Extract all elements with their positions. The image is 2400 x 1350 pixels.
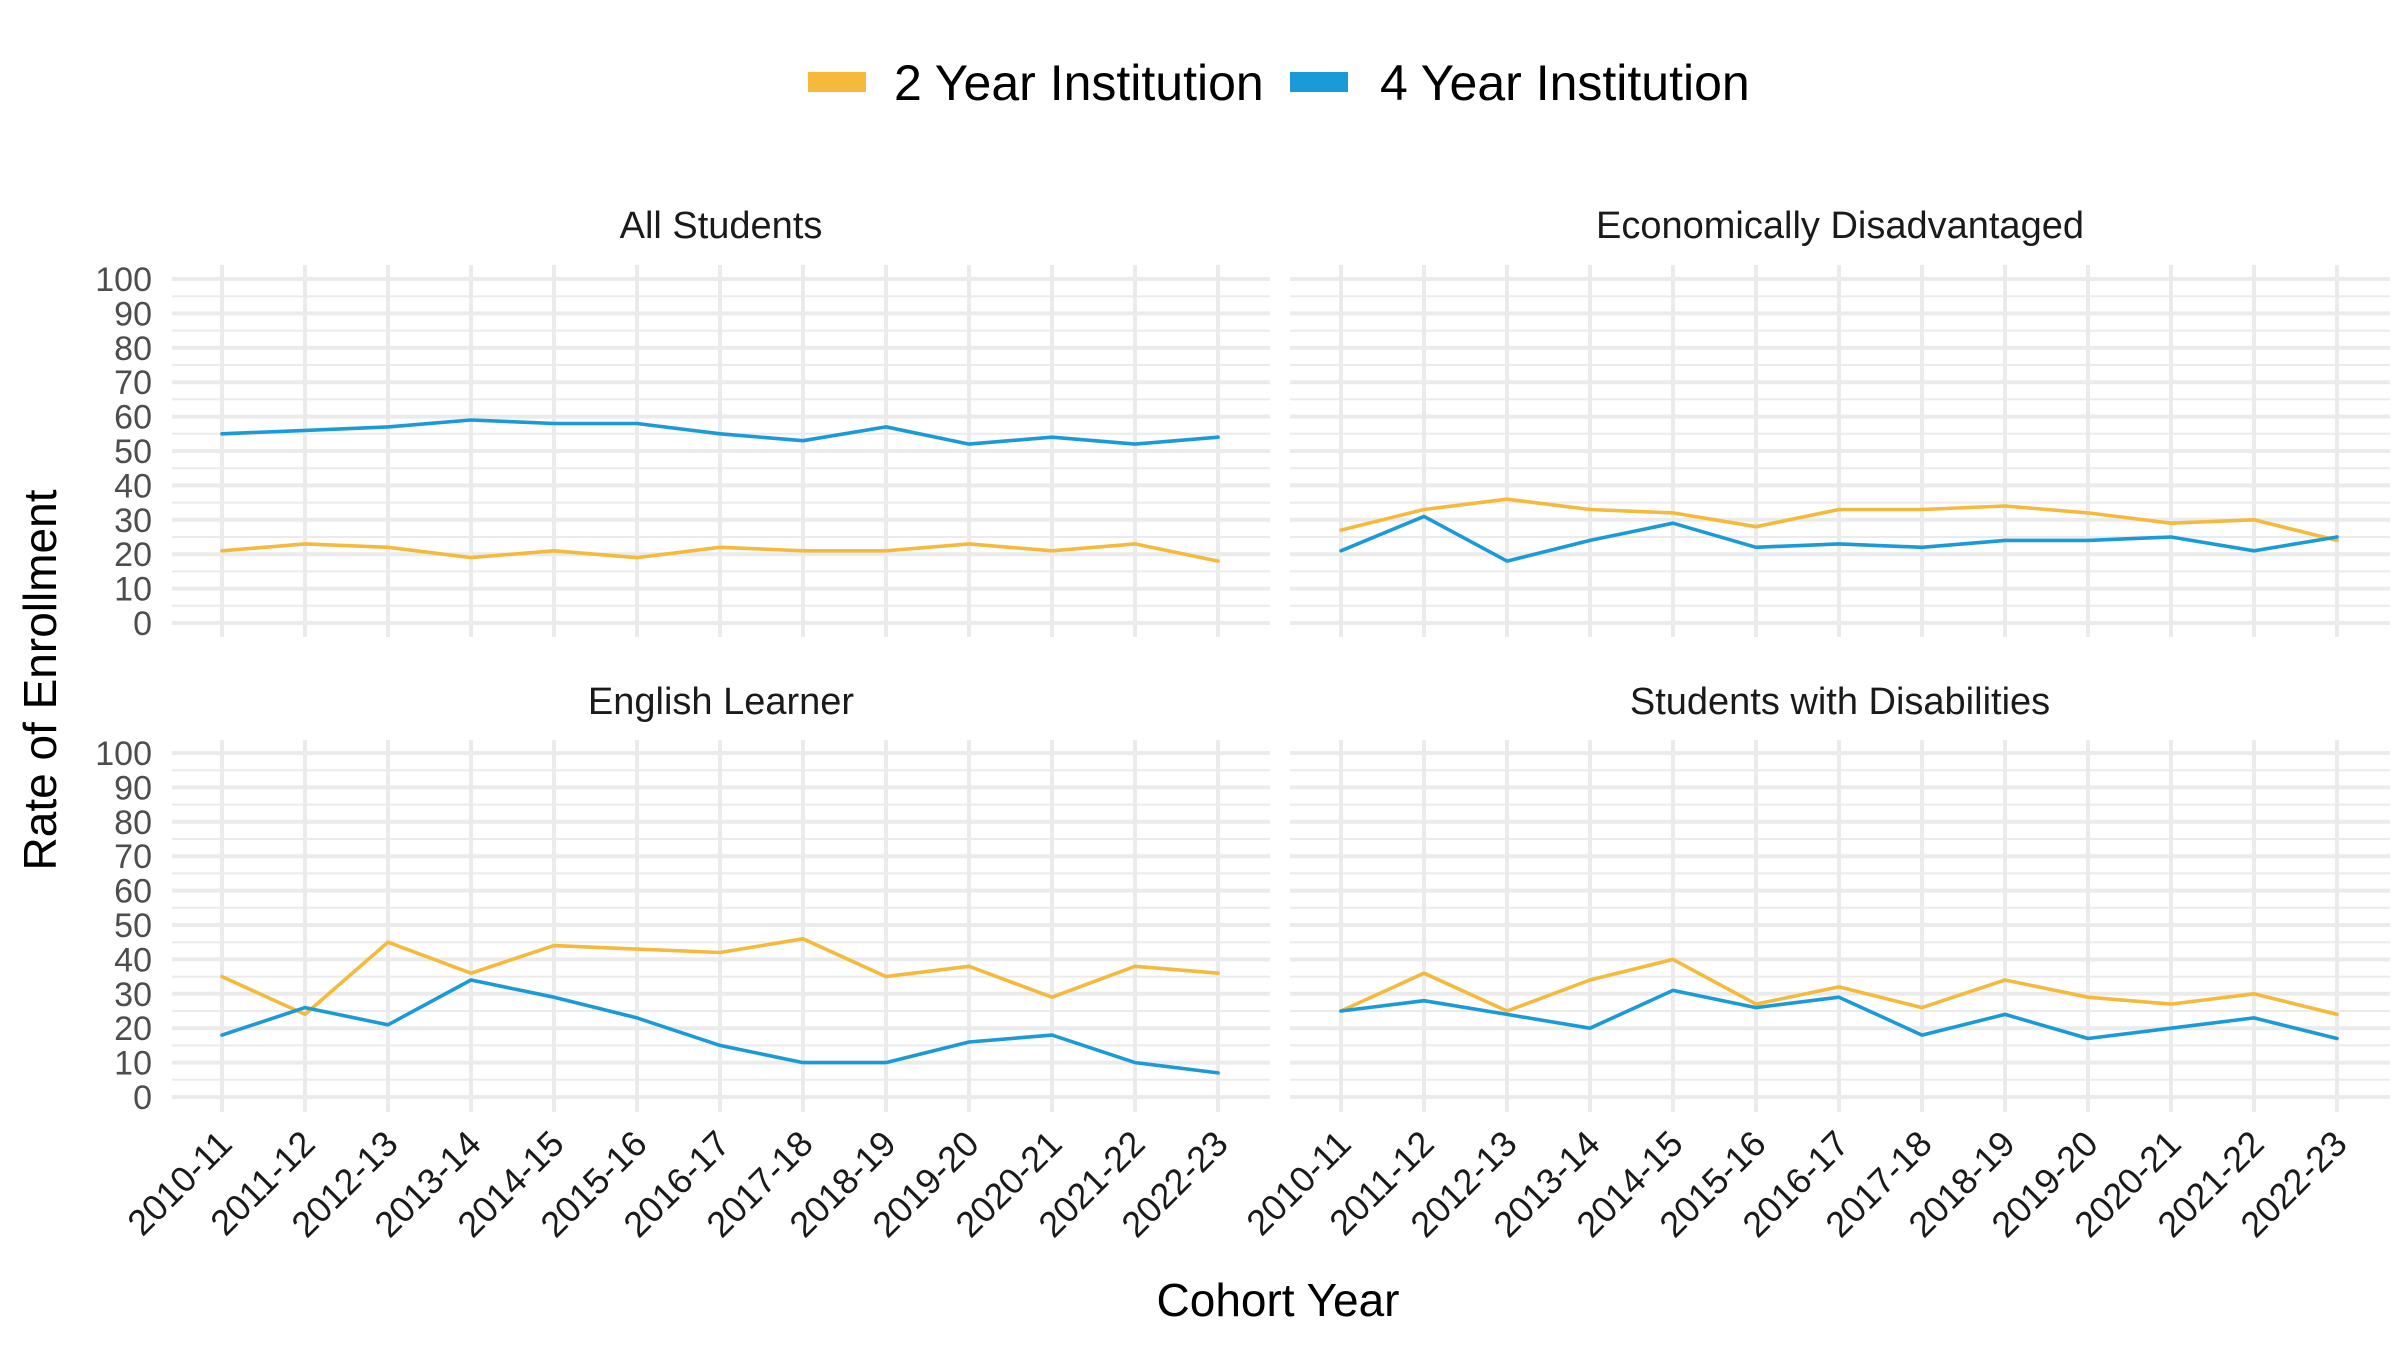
y-tick-label: 70 (114, 838, 152, 876)
series-line-2-year-institution (1339, 957, 2339, 1017)
y-tick-label: 60 (114, 873, 152, 911)
panel-title: English Learner (588, 681, 855, 723)
legend-swatch-2-year (808, 72, 866, 92)
panel-title: All Students (620, 205, 823, 247)
y-tick-label: 20 (114, 536, 152, 574)
panel-title: Economically Disadvantaged (1596, 205, 2084, 247)
y-tick-label: 80 (114, 804, 152, 842)
y-tick-label: 40 (114, 467, 152, 505)
series-line-4-year-institution (1339, 514, 2339, 563)
panels: All Students0102030405060708090100Econom… (95, 205, 2390, 1245)
y-tick-label: 40 (114, 941, 152, 979)
panel-english-learner: English Learner0102030405060708090100201… (95, 681, 1270, 1245)
y-tick-label: 10 (114, 1045, 152, 1083)
x-axis-title: Cohort Year (1157, 1274, 1400, 1326)
y-tick-label: 10 (114, 571, 152, 609)
series-line-2-year-institution (220, 542, 1220, 563)
panel-title: Students with Disabilities (1630, 681, 2050, 723)
y-tick-label: 0 (133, 605, 152, 643)
y-axis-title: Rate of Enrollment (14, 489, 66, 870)
y-tick-label: 20 (114, 1010, 152, 1048)
y-tick-label: 70 (114, 364, 152, 402)
y-tick-label: 30 (114, 976, 152, 1014)
legend-swatch-4-year (1290, 72, 1348, 92)
series-line-2-year-institution (220, 936, 1220, 1017)
y-tick-label: 100 (95, 735, 152, 773)
legend: 2 Year Institution 4 Year Institution (808, 55, 1750, 111)
legend-label-4-year: 4 Year Institution (1380, 55, 1750, 111)
y-tick-label: 80 (114, 330, 152, 368)
y-tick-label: 60 (114, 399, 152, 437)
y-tick-label: 30 (114, 502, 152, 540)
series-line-2-year-institution (1339, 497, 2339, 543)
panel-students-with-disabilities: Students with Disabilities2010-112011-12… (1238, 681, 2390, 1245)
series-line-4-year-institution (220, 418, 1220, 446)
series-line-4-year-institution (1339, 988, 2339, 1041)
legend-label-2-year: 2 Year Institution (894, 55, 1264, 111)
series-line-4-year-institution (220, 978, 1220, 1075)
y-tick-label: 50 (114, 907, 152, 945)
panel-economically-disadvantaged: Economically Disadvantaged (1290, 205, 2390, 637)
y-tick-label: 100 (95, 261, 152, 299)
y-tick-label: 50 (114, 433, 152, 471)
y-tick-label: 0 (133, 1079, 152, 1117)
y-tick-label: 90 (114, 769, 152, 807)
y-tick-label: 90 (114, 295, 152, 333)
